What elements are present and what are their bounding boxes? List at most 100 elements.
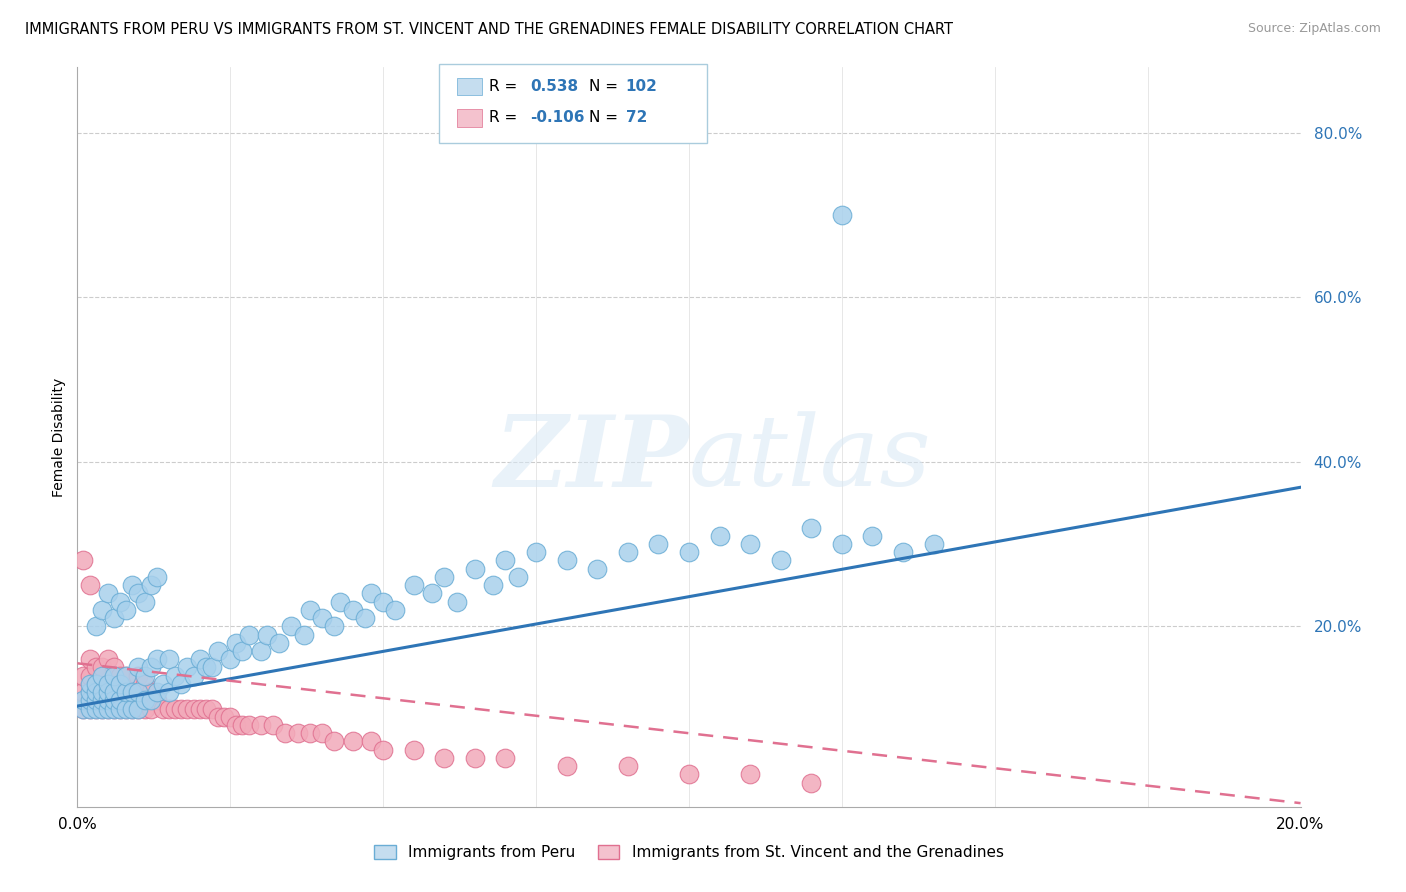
Point: [90, 668, 112, 682]
Point: [108, 693, 131, 707]
Text: 102: 102: [626, 79, 658, 94]
Point: [79, 668, 101, 682]
Point: [139, 660, 162, 674]
Point: [108, 668, 131, 682]
Point: [769, 553, 792, 567]
Point: [287, 726, 309, 740]
Point: [219, 710, 242, 724]
Point: [384, 603, 406, 617]
Point: [238, 627, 260, 641]
Point: [183, 701, 205, 715]
Point: [555, 553, 578, 567]
Point: [800, 775, 823, 789]
Point: [72, 553, 94, 567]
Point: [152, 701, 174, 715]
Point: [176, 660, 198, 674]
Point: [170, 701, 193, 715]
Point: [79, 652, 101, 666]
Text: R =: R =: [489, 79, 523, 94]
Point: [127, 586, 149, 600]
Point: [201, 701, 224, 715]
Text: N =: N =: [589, 111, 623, 125]
Point: [84, 693, 107, 707]
Point: [342, 734, 364, 748]
Point: [207, 710, 229, 724]
Point: [134, 693, 156, 707]
Point: [212, 710, 235, 724]
Point: [139, 685, 162, 699]
Point: [79, 693, 101, 707]
Point: [464, 751, 486, 765]
Point: [194, 660, 217, 674]
Point: [740, 767, 762, 781]
Text: 72: 72: [626, 111, 647, 125]
Point: [831, 208, 853, 222]
Point: [157, 652, 180, 666]
Point: [72, 668, 94, 682]
Point: [127, 660, 149, 674]
Point: [121, 578, 143, 592]
Point: [194, 701, 217, 715]
Point: [134, 594, 156, 608]
Point: [709, 529, 731, 543]
Point: [121, 701, 143, 715]
Point: [121, 701, 143, 715]
Text: ZIP: ZIP: [494, 411, 689, 508]
Point: [90, 685, 112, 699]
Point: [183, 668, 205, 682]
Point: [152, 677, 174, 691]
Point: [323, 619, 346, 633]
Point: [402, 578, 425, 592]
Point: [298, 726, 321, 740]
Point: [108, 594, 131, 608]
Legend: Immigrants from Peru, Immigrants from St. Vincent and the Grenadines: Immigrants from Peru, Immigrants from St…: [368, 838, 1010, 866]
Point: [97, 652, 120, 666]
Point: [97, 701, 120, 715]
Point: [84, 701, 107, 715]
Point: [90, 660, 112, 674]
Y-axis label: Female Disability: Female Disability: [52, 377, 66, 497]
Point: [506, 570, 529, 584]
Point: [79, 701, 101, 715]
Point: [84, 693, 107, 707]
Point: [188, 701, 211, 715]
Point: [495, 751, 517, 765]
Point: [139, 693, 162, 707]
Point: [103, 693, 125, 707]
Point: [115, 685, 138, 699]
Point: [79, 578, 101, 592]
Point: [207, 644, 229, 658]
Point: [72, 693, 94, 707]
Point: [157, 701, 180, 715]
Point: [201, 660, 224, 674]
Point: [115, 701, 138, 715]
Point: [115, 668, 138, 682]
Point: [146, 570, 169, 584]
Point: [84, 619, 107, 633]
Point: [420, 586, 443, 600]
Point: [90, 701, 112, 715]
Point: [90, 685, 112, 699]
Point: [256, 627, 278, 641]
Point: [176, 701, 198, 715]
Point: [103, 660, 125, 674]
Point: [97, 677, 120, 691]
Point: [617, 759, 640, 773]
Point: [115, 603, 138, 617]
Point: [433, 570, 456, 584]
Point: [84, 660, 107, 674]
Point: [555, 759, 578, 773]
Point: [127, 701, 149, 715]
Point: [678, 545, 700, 559]
Point: [740, 537, 762, 551]
Point: [311, 611, 333, 625]
Point: [371, 742, 394, 756]
Point: [84, 701, 107, 715]
Point: [360, 586, 382, 600]
Text: R =: R =: [489, 111, 523, 125]
Point: [103, 611, 125, 625]
Point: [446, 594, 468, 608]
Point: [922, 537, 945, 551]
Point: [524, 545, 547, 559]
Point: [134, 701, 156, 715]
